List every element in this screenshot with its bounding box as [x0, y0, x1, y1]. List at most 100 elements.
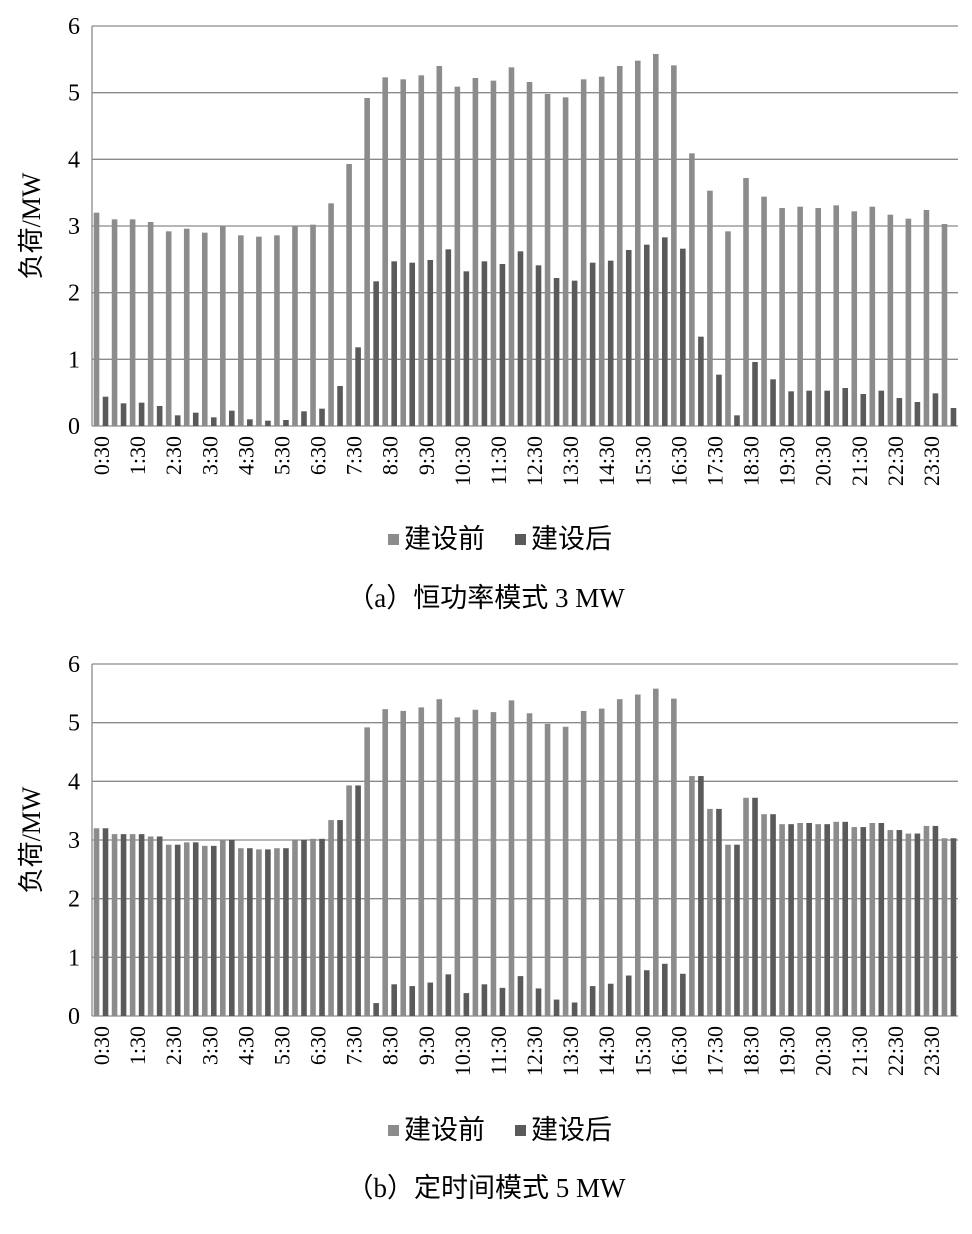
bar-after [932, 393, 939, 426]
bar-before [490, 712, 497, 1016]
bar-before [129, 219, 136, 426]
bar-before [707, 808, 713, 1016]
bar-after [102, 396, 109, 426]
bar-after [301, 840, 307, 1016]
x-tick-label: 5:30 [269, 436, 294, 475]
x-tick-label: 12:30 [522, 436, 547, 486]
bar-before [382, 709, 388, 1016]
bar-after [210, 417, 217, 426]
bar-before [328, 203, 334, 426]
bar-before [797, 822, 803, 1016]
x-tick-label: 18:30 [739, 436, 764, 486]
bar-after [589, 262, 596, 426]
bar-after [914, 833, 921, 1016]
x-tick-label: 23:30 [919, 436, 944, 486]
bar-after [824, 824, 830, 1016]
bar-before [833, 205, 840, 426]
bar-after [896, 830, 903, 1016]
bar-after [698, 336, 704, 426]
x-tick-label: 15:30 [630, 436, 655, 486]
y-tick-label: 4 [68, 769, 80, 795]
x-tick-label: 5:30 [269, 1026, 294, 1065]
bar-before [382, 77, 388, 426]
legend-swatch-after [515, 534, 526, 545]
bar-before [111, 834, 118, 1016]
bar-after [662, 963, 668, 1016]
bar-before [634, 694, 641, 1016]
bar-after [806, 822, 812, 1016]
x-tick-label: 1:30 [125, 1026, 150, 1065]
bar-after [643, 970, 650, 1016]
bar-after [247, 419, 253, 426]
x-tick-label: 7:30 [342, 436, 367, 475]
bar-before [815, 208, 821, 426]
bar-before [508, 67, 515, 426]
y-tick-label: 4 [68, 147, 80, 173]
bar-before [689, 153, 695, 426]
x-tick-label: 13:30 [558, 1026, 583, 1076]
bar-after [355, 785, 361, 1016]
bar-after [265, 849, 271, 1016]
bar-before [364, 98, 370, 426]
y-tick-label: 1 [68, 347, 80, 373]
bar-before [562, 726, 569, 1016]
x-tick-label: 20:30 [811, 1026, 836, 1076]
bar-after [788, 824, 794, 1016]
y-tick-label: 5 [68, 711, 80, 737]
bar-before [653, 688, 659, 1016]
bar-before [562, 97, 569, 426]
y-tick-label: 5 [68, 81, 80, 107]
y-axis-title: 负荷/MW [17, 172, 46, 279]
bar-after [535, 265, 542, 426]
bar-after [625, 975, 632, 1016]
bar-after [391, 261, 397, 426]
bar-before [472, 78, 479, 426]
bar-after [932, 825, 939, 1016]
legend: 建设前 建设后 [388, 524, 612, 554]
bar-before [147, 836, 154, 1016]
bar-before [671, 65, 677, 426]
y-tick-label: 2 [68, 281, 80, 307]
bar-after [427, 982, 434, 1016]
x-tick-label: 4:30 [233, 436, 258, 475]
bar-after [950, 838, 957, 1016]
bar-before [310, 838, 316, 1016]
bar-before [887, 214, 894, 426]
bar-after [914, 402, 921, 426]
bar-before [869, 822, 876, 1016]
bar-after [229, 840, 235, 1016]
bar-after [716, 374, 722, 426]
bar-before [436, 699, 443, 1016]
x-tick-label: 20:30 [811, 436, 836, 486]
bar-after [463, 993, 470, 1016]
bar-before [851, 211, 858, 426]
bar-after [265, 420, 271, 426]
bar-after [607, 260, 614, 426]
bar-before [256, 849, 262, 1016]
x-tick-label: 13:30 [558, 436, 583, 486]
bar-after [120, 834, 127, 1016]
bar-before [238, 848, 244, 1016]
bar-before [183, 228, 190, 426]
bar-after [481, 261, 488, 426]
bar-after [319, 838, 325, 1016]
bar-after [337, 820, 343, 1016]
bar-before [147, 222, 154, 426]
bar-before [292, 840, 298, 1016]
bar-before [454, 86, 461, 427]
bar-after [607, 983, 614, 1016]
bar-before [129, 834, 136, 1016]
bar-before [472, 709, 479, 1016]
bar-before [707, 190, 713, 426]
bar-before [544, 94, 551, 426]
x-tick-label: 22:30 [883, 1026, 908, 1076]
bar-after [860, 827, 867, 1016]
bar-after [138, 834, 145, 1016]
bar-after [138, 402, 145, 426]
bar-before [725, 231, 731, 426]
x-tick-label: 17:30 [702, 1026, 727, 1076]
bar-after [463, 271, 470, 426]
bar-after [409, 986, 416, 1016]
panel-b-fixed-time-chart: 0 1 2 3 4 5 6 0:30 1:30 2:30 3:30 4:30 5:30 6:30 7:30 8… [17, 652, 958, 1203]
